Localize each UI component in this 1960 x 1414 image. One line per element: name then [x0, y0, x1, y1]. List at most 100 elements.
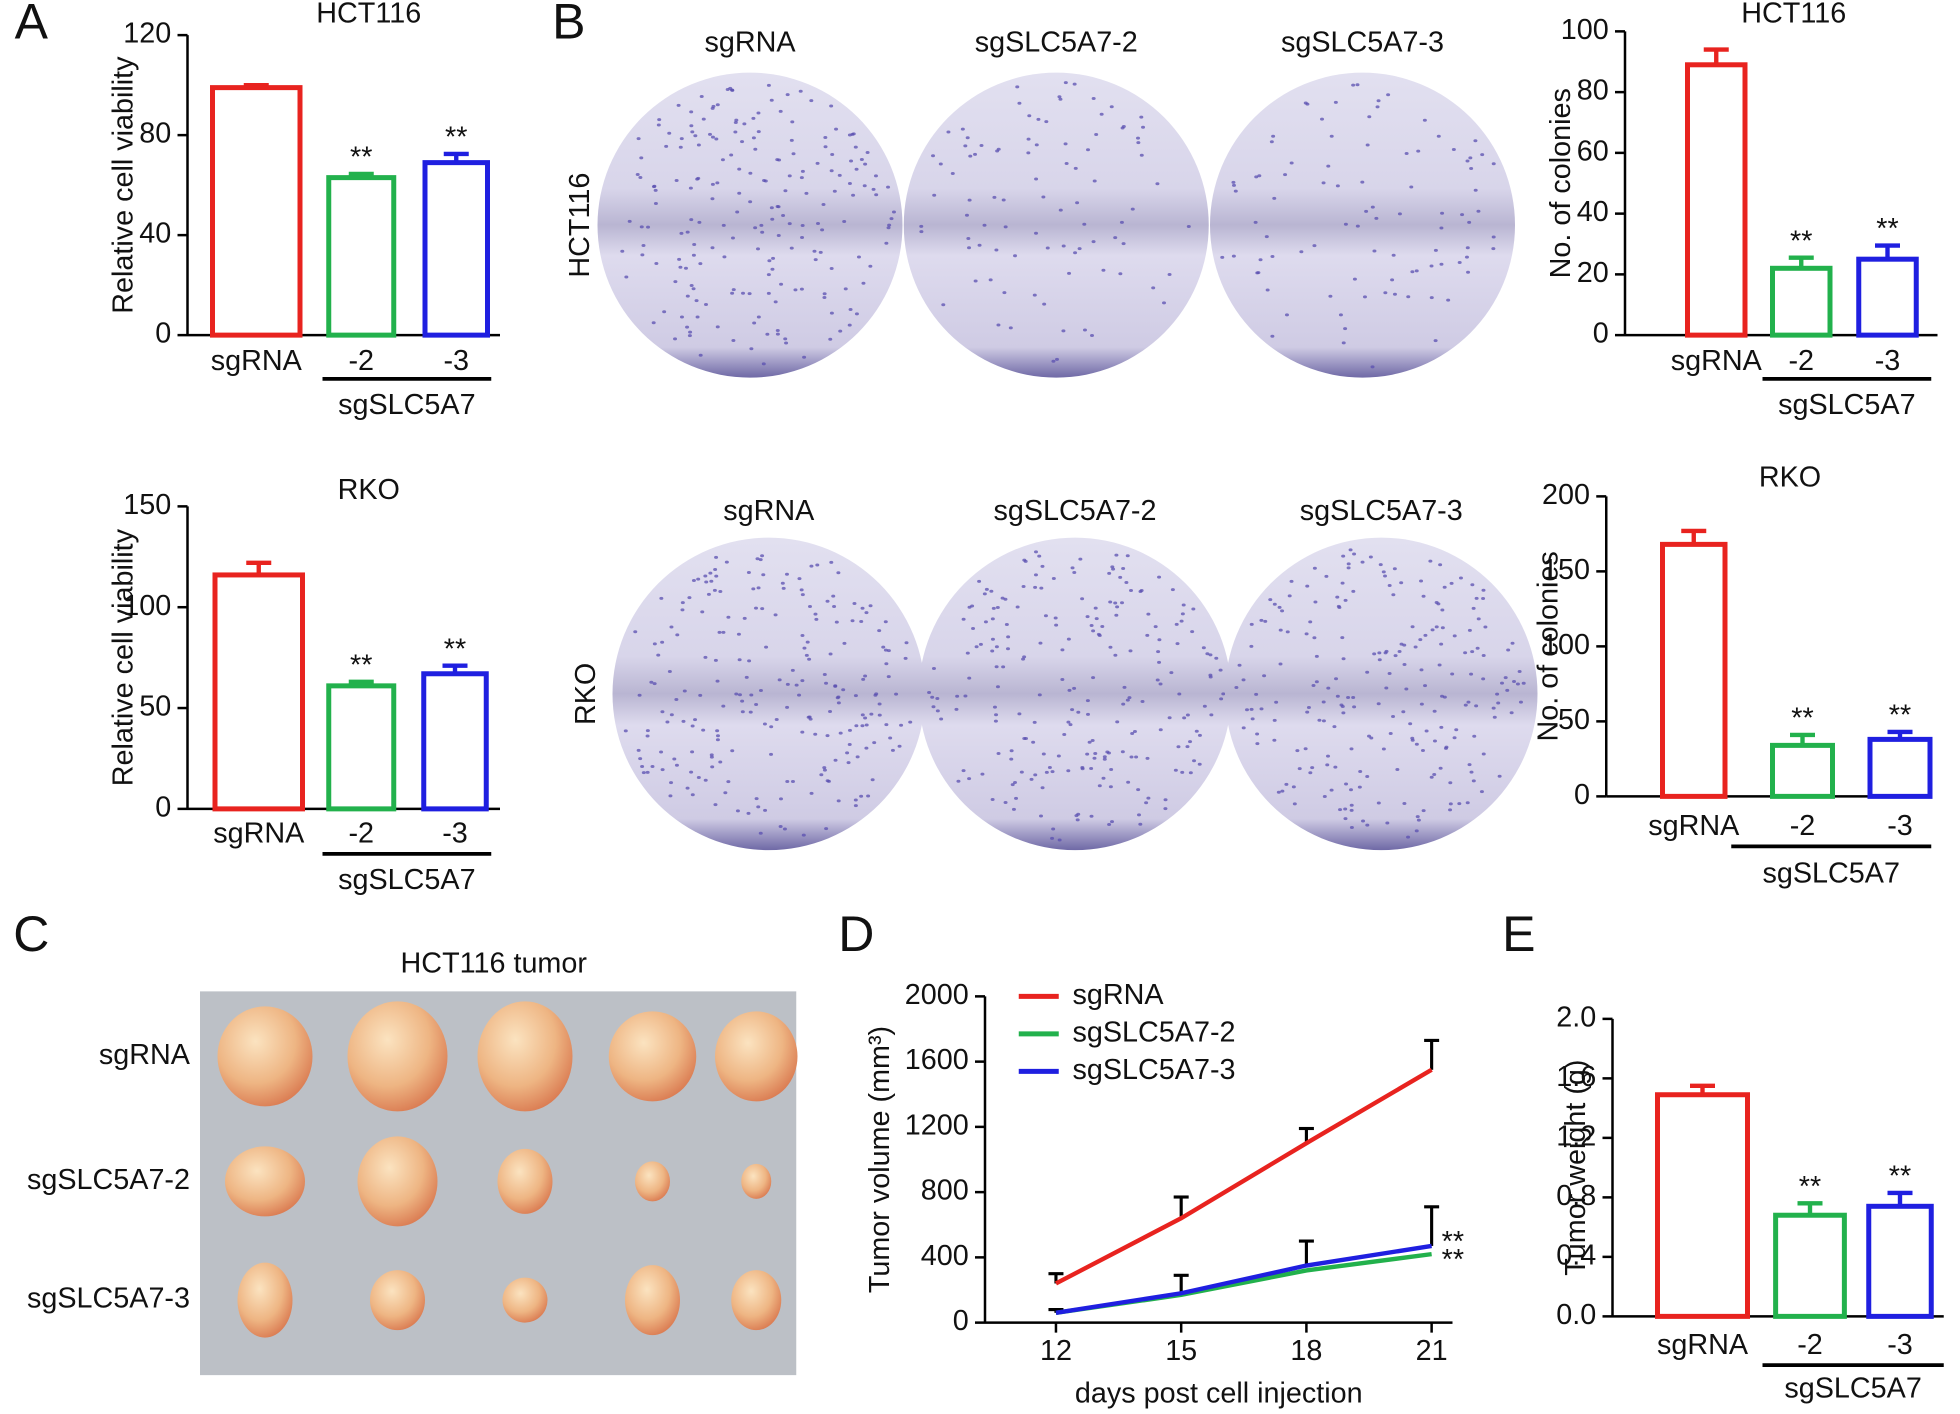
colony-dot	[1340, 636, 1345, 640]
colony-dot	[785, 93, 790, 97]
colony-dot	[688, 186, 693, 190]
colony-dot	[1110, 820, 1115, 824]
colony-dot	[659, 596, 664, 600]
colony-dot	[1072, 570, 1077, 574]
colony-dot	[862, 184, 867, 188]
colony-dot	[1090, 333, 1095, 337]
colony-dot	[778, 109, 783, 113]
colony-dot	[1077, 247, 1082, 251]
colony-dot	[1469, 672, 1474, 676]
colony-dot	[1420, 748, 1425, 752]
colony-dot	[763, 808, 768, 812]
colony-dot	[1476, 209, 1481, 213]
colony-dot	[1469, 770, 1474, 774]
colony-dot	[790, 120, 795, 124]
colony-dot	[851, 132, 856, 136]
colony-dot	[1289, 161, 1294, 165]
colony-dot	[1392, 567, 1397, 571]
colony-dot	[919, 230, 924, 234]
colony-dot	[1367, 734, 1372, 738]
significance: **	[445, 121, 467, 153]
colony-dot	[1080, 765, 1085, 769]
colony-dot	[1463, 703, 1468, 707]
colony-dot	[1139, 153, 1144, 157]
legend-label: sgSLC5A7-3	[1073, 1054, 1236, 1086]
colony-dot	[746, 571, 751, 575]
colony-dot	[1106, 751, 1111, 755]
colony-dot	[992, 195, 997, 199]
bar	[421, 671, 489, 812]
colony-dot	[859, 157, 864, 161]
colony-dot	[990, 797, 995, 801]
colony-dot	[733, 130, 738, 134]
colony-dot	[1465, 246, 1470, 250]
colony-dot	[1068, 723, 1073, 727]
bar	[1660, 541, 1728, 799]
significance: **	[350, 649, 372, 681]
colony-dot	[710, 246, 715, 250]
colony-dot	[1085, 615, 1090, 619]
colony-dot	[1515, 682, 1520, 686]
colony-dot	[1361, 819, 1366, 823]
colony-dot	[967, 777, 972, 781]
colony-dot	[1194, 729, 1199, 733]
tumor	[217, 1006, 313, 1107]
colony-dot	[1370, 365, 1375, 369]
colony-dot	[820, 228, 825, 232]
colony-dot	[760, 230, 765, 234]
colony-dot	[710, 135, 715, 139]
colony-dot	[737, 167, 742, 171]
colony-dot	[965, 136, 970, 140]
colony-dot	[1050, 770, 1055, 774]
colony-dot	[1271, 134, 1276, 138]
colony-dot	[847, 742, 852, 746]
colony-dot	[1410, 625, 1415, 629]
colony-dot	[1322, 794, 1327, 798]
colony-dot	[1491, 706, 1496, 710]
colony-dot	[1343, 817, 1348, 821]
colony-dot	[766, 291, 771, 295]
colony-dot	[853, 798, 858, 802]
colony-dot	[841, 688, 846, 692]
plate-column-label: sgSLC5A7-2	[993, 495, 1156, 527]
panel-label: B	[552, 0, 585, 49]
colony-dot	[1467, 220, 1472, 224]
colony-dot	[1080, 597, 1085, 601]
colony-dot	[1278, 662, 1283, 666]
colony-dot	[1021, 584, 1026, 588]
tumor	[225, 1146, 305, 1217]
colony-dot	[977, 243, 982, 247]
colony-dot	[770, 267, 775, 271]
colony-dot	[1119, 220, 1124, 224]
colony-dot	[1314, 654, 1319, 658]
bar	[1773, 1212, 1847, 1319]
colony-dot	[1037, 554, 1042, 558]
colony-dot	[1376, 801, 1381, 805]
colony-dot	[1439, 226, 1444, 230]
colony-dot	[1061, 329, 1066, 333]
colony-dot	[883, 648, 888, 652]
colony-dot	[748, 710, 753, 714]
colony-dot	[1272, 718, 1277, 722]
colony-dot	[1467, 763, 1472, 767]
colony-dot	[1234, 686, 1239, 690]
colony-dot	[689, 124, 694, 128]
colony-dot	[950, 172, 955, 176]
x-tick-label: -2	[1797, 1329, 1823, 1361]
colony-dot	[690, 724, 695, 728]
colony-dot	[1032, 293, 1037, 297]
colony-dot	[1146, 796, 1151, 800]
colony-dot	[673, 280, 678, 284]
colony-dot	[678, 145, 683, 149]
colony-dot	[714, 574, 719, 578]
colony-dot	[623, 729, 628, 733]
colony-dot	[1114, 553, 1119, 557]
colony-dot	[1321, 719, 1326, 723]
colony-dot	[1421, 594, 1426, 598]
colony-dot	[1139, 115, 1144, 119]
colony-dot	[752, 321, 757, 325]
colony-dot	[689, 110, 694, 114]
colony-dot	[669, 625, 674, 629]
colony-dot	[1015, 85, 1020, 89]
colony-dot	[1505, 688, 1510, 692]
